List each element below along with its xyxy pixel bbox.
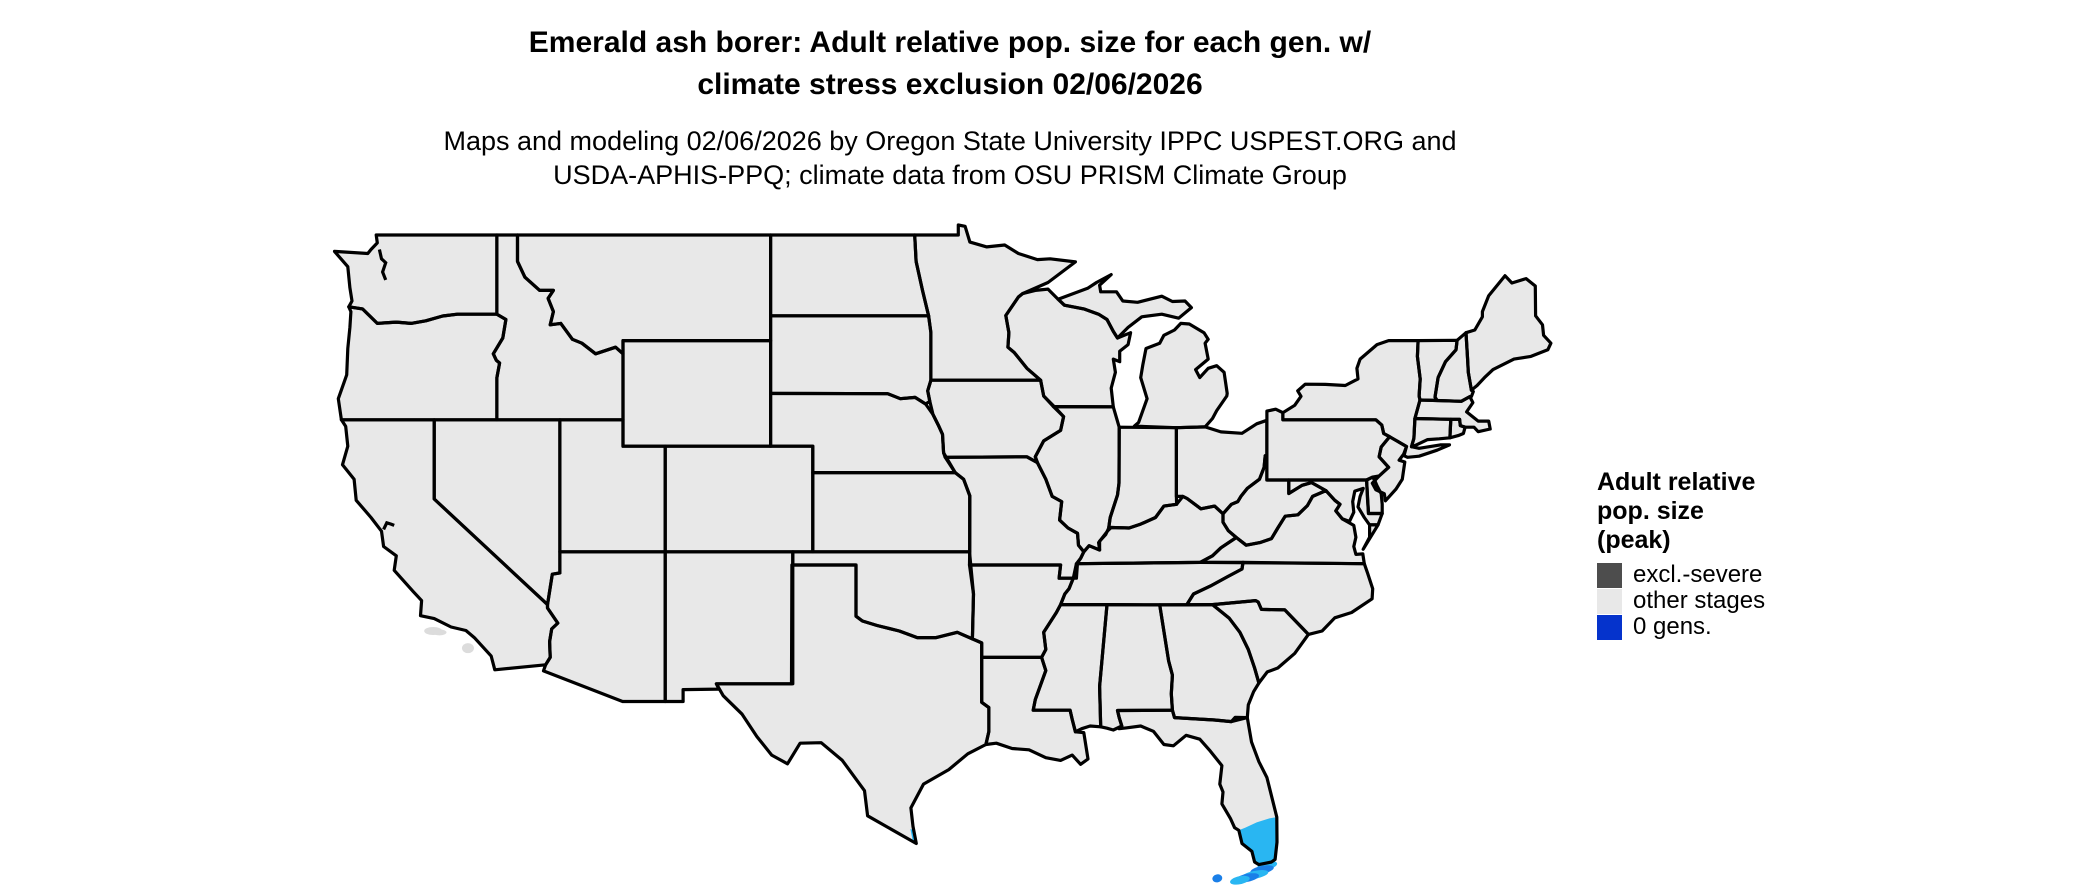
state-fill-mi bbox=[1134, 323, 1228, 428]
state-fill-pa bbox=[1266, 409, 1390, 480]
state-fill-ct bbox=[1411, 418, 1451, 447]
legend-swatch-2 bbox=[1597, 614, 1622, 640]
state-border-tx bbox=[714, 563, 991, 846]
state-fill-wv bbox=[1223, 455, 1326, 546]
state-border-de bbox=[1365, 475, 1384, 516]
florida-keys-island-4 bbox=[1230, 875, 1250, 885]
state-fill-mt bbox=[517, 235, 771, 354]
legend-swatch-0 bbox=[1597, 562, 1622, 588]
state-fill-tx bbox=[716, 565, 989, 844]
legend-label-2: 0 gens. bbox=[1633, 613, 1712, 640]
legend-item-1: other stages bbox=[1597, 588, 1897, 614]
state-fill-ky bbox=[1076, 496, 1237, 564]
state-fill-nm bbox=[665, 551, 793, 702]
legend-label-1: other stages bbox=[1633, 587, 1766, 614]
state-fill-va bbox=[1200, 490, 1365, 564]
state-fill-ma bbox=[1414, 396, 1491, 432]
state-fill-ia bbox=[927, 380, 1064, 463]
state-fill-nc bbox=[1186, 562, 1373, 635]
state-fill-ut bbox=[559, 419, 666, 552]
state-fill-wi bbox=[1005, 289, 1131, 407]
state-fill-or bbox=[338, 306, 506, 420]
state-border-nj bbox=[1370, 435, 1409, 503]
state-fill-ne bbox=[770, 393, 956, 473]
offshore-island-1 bbox=[432, 629, 447, 636]
subtitle-line-2: USDA-APHIS-PPQ; climate data from OSU PR… bbox=[553, 160, 1347, 190]
legend-items: excl.-severe other stages 0 gens. bbox=[1597, 562, 1897, 640]
state-border-fl bbox=[1115, 708, 1279, 867]
state-fill-me bbox=[1466, 275, 1551, 391]
state-fill-az bbox=[543, 551, 666, 702]
state-border-wi bbox=[1004, 287, 1133, 409]
state-fill-ny bbox=[1282, 340, 1450, 458]
state-fill-tn bbox=[1060, 562, 1243, 605]
state-fill-mn bbox=[914, 225, 1076, 381]
state-fill-md bbox=[1288, 480, 1383, 525]
state-fill-al bbox=[1099, 604, 1173, 730]
state-fill-nd bbox=[770, 235, 929, 316]
state-fill-ks bbox=[812, 472, 970, 552]
state-border-oh bbox=[1174, 418, 1269, 516]
state-border-me bbox=[1464, 274, 1553, 392]
state-border-tn bbox=[1059, 560, 1245, 607]
legend-swatch-1 bbox=[1597, 588, 1622, 614]
state-fill-wy bbox=[623, 340, 771, 447]
state-fill-sd bbox=[770, 315, 931, 404]
coastline-detail-sfbay bbox=[382, 520, 395, 531]
legend-title-line-3: (peak) bbox=[1597, 526, 1671, 554]
state-fill-mi2 bbox=[1058, 274, 1192, 338]
state-fill-il bbox=[1035, 406, 1120, 552]
state-fill-nh bbox=[1435, 332, 1474, 402]
legend-item-2: 0 gens. bbox=[1597, 614, 1897, 640]
state-fill-id bbox=[493, 235, 623, 420]
highlight-south-florida-tip bbox=[1238, 817, 1277, 865]
legend-title-line-2: pop. size bbox=[1597, 497, 1704, 525]
state-fill-wa bbox=[334, 235, 497, 324]
map-legend: Adult relative pop. size (peak) excl.-se… bbox=[1597, 468, 1897, 640]
legend-item-0: excl.-severe bbox=[1597, 562, 1897, 588]
state-border-mi bbox=[1132, 321, 1229, 430]
state-fill-mo bbox=[945, 456, 1084, 579]
state-border-va2 bbox=[1361, 523, 1380, 551]
coastline-detail-puget bbox=[377, 249, 388, 281]
offshore-island-2 bbox=[461, 643, 474, 654]
state-fill-co bbox=[665, 446, 813, 552]
legend-title-line-1: Adult relative bbox=[1597, 468, 1756, 496]
state-fill-ar bbox=[969, 565, 1074, 658]
state-fill-sc bbox=[1212, 600, 1309, 683]
legend-label-0: excl.-severe bbox=[1633, 561, 1763, 588]
state-border-md bbox=[1287, 478, 1384, 527]
state-fill-ms bbox=[1033, 604, 1107, 732]
state-fill-ok bbox=[792, 551, 974, 639]
state-fill-in bbox=[1108, 427, 1177, 528]
figure-title: Emerald ash borer: Adult relative pop. s… bbox=[0, 22, 1900, 106]
state-fill-ca bbox=[341, 419, 558, 670]
state-fill-vt bbox=[1417, 340, 1458, 401]
title-line-2: climate stress exclusion 02/06/2026 bbox=[697, 68, 1203, 101]
state-fill-nv bbox=[434, 419, 560, 605]
state-border-az bbox=[541, 550, 667, 704]
subtitle-line-1: Maps and modeling 02/06/2026 by Oregon S… bbox=[443, 126, 1457, 156]
figure-subtitle: Maps and modeling 02/06/2026 by Oregon S… bbox=[0, 124, 1900, 192]
title-line-1: Emerald ash borer: Adult relative pop. s… bbox=[528, 26, 1372, 59]
state-fill-fl bbox=[1117, 710, 1277, 865]
state-fill-de bbox=[1366, 477, 1383, 514]
florida-keys-island-5 bbox=[1212, 874, 1223, 883]
state-fill-ga bbox=[1159, 604, 1259, 722]
